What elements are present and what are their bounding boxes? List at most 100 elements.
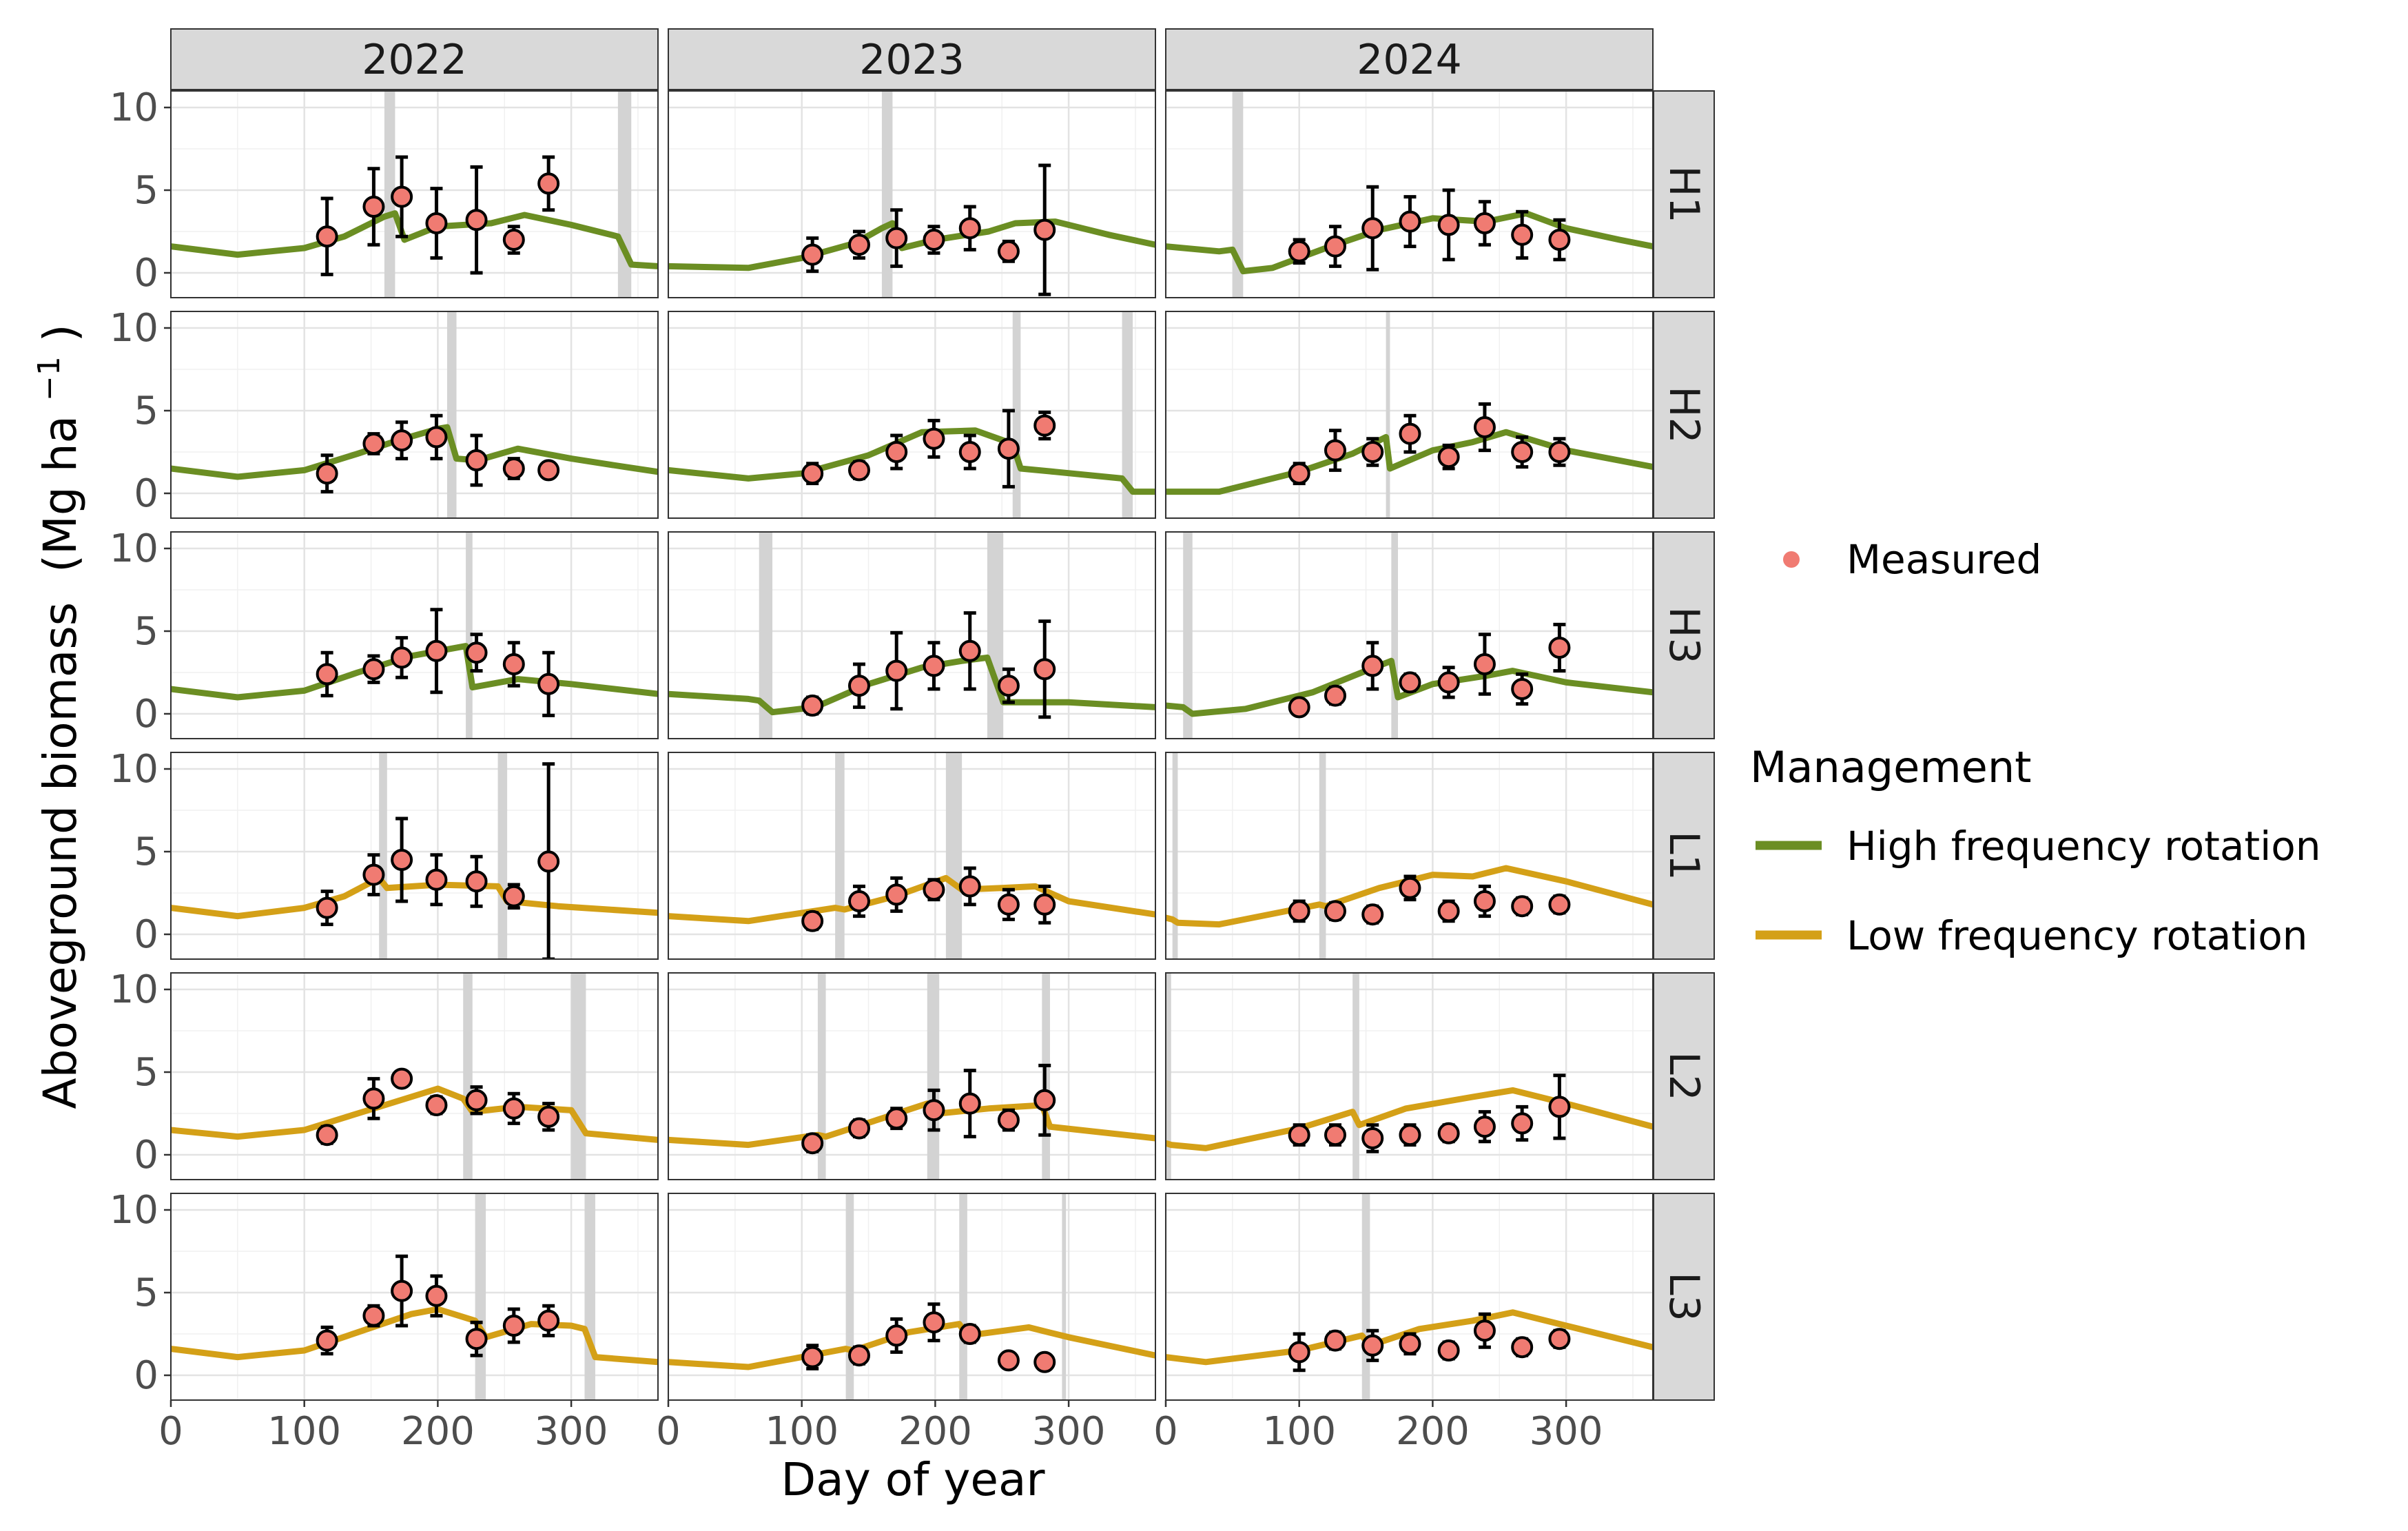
- panel-plot-area: [171, 752, 658, 959]
- measured-point: [847, 459, 870, 482]
- measured-marker: [1033, 658, 1056, 681]
- y-tick-label: 5: [134, 830, 158, 874]
- panel-plot-area: [171, 311, 658, 518]
- x-axis-title: Day of year: [781, 1453, 1045, 1506]
- simulated-curve: [1166, 1309, 1653, 1366]
- column-strip-2024: 2024: [1165, 28, 1654, 90]
- measured-point: [502, 1091, 525, 1125]
- panel-border: [668, 972, 1156, 1180]
- harvest-band: [927, 973, 940, 1180]
- panel-plot-area: [1166, 1193, 1653, 1400]
- column-strip-bg: [668, 28, 1156, 90]
- harvest-band: [497, 752, 508, 959]
- measured-point: [391, 1254, 413, 1328]
- measured-marker: [425, 1094, 448, 1116]
- measured-marker: [362, 196, 385, 218]
- panel-L1-2023: [667, 752, 1156, 960]
- measured-point: [465, 433, 488, 487]
- measured-point: [1473, 402, 1496, 453]
- measured-marker: [1399, 671, 1421, 694]
- measured-point: [923, 225, 945, 255]
- measured-marker: [1437, 671, 1460, 694]
- measured-point: [847, 1344, 870, 1367]
- panel-H3-2024: [1164, 531, 1654, 739]
- measured-point: [1324, 1329, 1346, 1352]
- x-tick-label: 300: [1530, 1409, 1603, 1454]
- measured-point: [923, 878, 945, 902]
- measured-point: [997, 409, 1020, 489]
- measured-marker: [801, 462, 824, 485]
- measured-marker: [425, 868, 448, 891]
- y-axis-title: Aboveground biomass (Mg ha −1 ): [17, 324, 87, 1109]
- panel-H3-2023: [667, 531, 1156, 739]
- measured-point: [425, 1094, 448, 1116]
- row-strip-label: L2: [1660, 1051, 1708, 1101]
- measured-point: [997, 239, 1020, 263]
- measured-point: [316, 196, 338, 276]
- measured-point: [1324, 900, 1346, 923]
- panel-background: [668, 91, 1155, 298]
- measured-point: [1361, 1328, 1384, 1362]
- measured-marker: [923, 878, 945, 901]
- measured-marker: [801, 1346, 824, 1368]
- panel-background: [171, 91, 658, 298]
- panel-grid: [1164, 973, 1653, 1180]
- measured-marker: [502, 1097, 525, 1120]
- panel-plot-area: [668, 973, 1155, 1180]
- measured-point: [1033, 1350, 1056, 1373]
- panel-background: [1166, 752, 1653, 959]
- measured-point: [1473, 633, 1496, 696]
- measured-marker: [465, 1328, 488, 1350]
- harvest-band: [987, 532, 1004, 739]
- measured-point: [362, 1077, 385, 1120]
- measured-point: [537, 155, 560, 212]
- panel-border: [170, 311, 659, 519]
- measured-marker: [362, 1087, 385, 1110]
- measured-marker: [1288, 1341, 1310, 1364]
- panel-border: [1165, 90, 1654, 298]
- measured-point: [1399, 671, 1421, 694]
- measured-marker: [1437, 1122, 1460, 1144]
- measured-point: [1033, 884, 1056, 925]
- measured-marker: [502, 885, 525, 907]
- column-strip-label: 2023: [859, 36, 965, 84]
- measured-marker: [958, 217, 981, 240]
- y-tick-label: 5: [134, 1271, 158, 1315]
- measured-marker: [1511, 1112, 1534, 1135]
- measured-point: [997, 667, 1020, 704]
- measured-point: [362, 1304, 385, 1328]
- panel-plot-area: [1166, 91, 1653, 298]
- measured-point: [958, 1069, 981, 1139]
- measured-marker: [1399, 1124, 1421, 1147]
- panel-plot-area: [171, 532, 658, 739]
- measured-marker: [1324, 1124, 1346, 1147]
- measured-point: [1288, 1123, 1310, 1147]
- measured-marker: [1033, 893, 1056, 916]
- measured-marker: [391, 849, 413, 871]
- row-strip-L3: L3: [1653, 1193, 1715, 1401]
- measured-point: [465, 1085, 488, 1116]
- measured-point: [537, 1102, 560, 1132]
- panel-border: [668, 752, 1156, 960]
- y-axis-title-unit: (Mg ha: [34, 415, 87, 573]
- simulated-curve: [171, 874, 658, 920]
- measured-marker: [1399, 210, 1421, 233]
- panel-border: [1165, 752, 1654, 960]
- measured-point: [1033, 163, 1056, 296]
- measured-point: [425, 1274, 448, 1318]
- measured-marker: [997, 675, 1020, 697]
- row-strip-label: H3: [1660, 606, 1708, 664]
- column-strip-2022: 2022: [170, 28, 659, 90]
- measured-marker: [1437, 214, 1460, 236]
- simulated-curve: [1166, 1087, 1653, 1151]
- harvest-band: [945, 752, 963, 959]
- measured-point: [958, 866, 981, 907]
- measured-marker: [316, 1124, 338, 1147]
- measured-point: [1511, 1336, 1534, 1359]
- measured-point: [847, 229, 870, 260]
- simulated-curve: [1166, 657, 1653, 717]
- measured-marker: [885, 1107, 908, 1130]
- y-tick-label: 5: [134, 1050, 158, 1095]
- panel-background: [668, 532, 1155, 739]
- y-tick-label: 0: [134, 692, 158, 737]
